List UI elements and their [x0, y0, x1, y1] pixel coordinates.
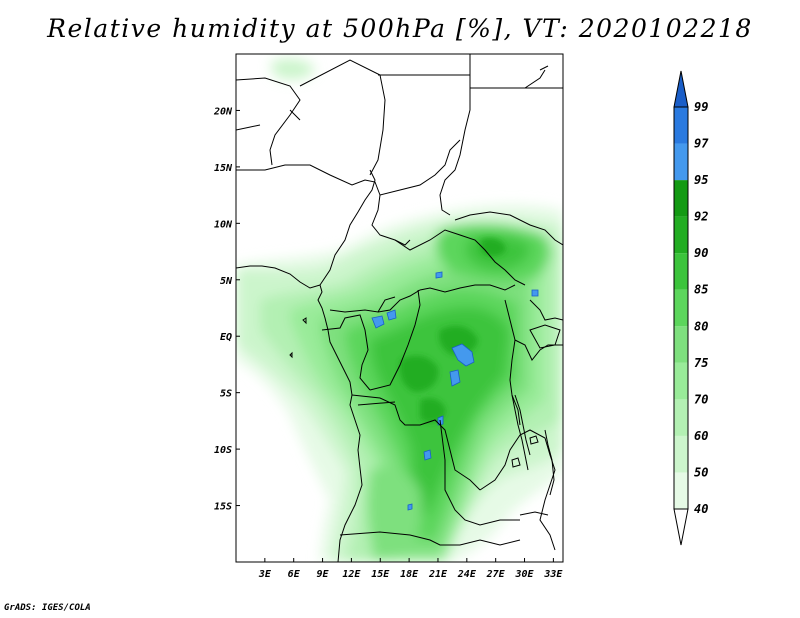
country-boundaries: [236, 54, 563, 562]
y-tick-label: 10N: [214, 219, 233, 230]
colorbar-segment: [674, 362, 688, 400]
colorbar-bottom-triangle: [673, 508, 689, 546]
colorbar-label: 90: [694, 246, 708, 260]
colorbar-label: 99: [694, 100, 708, 114]
y-tick-label: 15S: [214, 502, 232, 513]
car-border: [394, 229, 526, 286]
colorbar-segment: [674, 216, 688, 254]
libya-chad-border: [299, 59, 386, 176]
colorbar-segment: [674, 399, 688, 436]
west-africa-coastline: [236, 265, 363, 562]
colorbar-segment: [674, 435, 688, 473]
sudan-chad-border: [379, 139, 461, 196]
colorbar-segment: [674, 143, 688, 181]
colorbar-segment: [674, 472, 688, 509]
colorbar-label: 80: [694, 319, 708, 333]
colorbar-label: 40: [694, 502, 708, 516]
colorbar-label: 60: [694, 429, 708, 443]
colorbar-segment: [674, 253, 688, 290]
cameroon-border: [319, 169, 396, 313]
grads-credit: GrADS: IGES/COLA: [4, 603, 91, 613]
east-drc-lakes: [504, 299, 563, 426]
axis-ticks: 3E 6E 9E 12E 15E 18E 21E 24E 27E 30E 33E 20N 15N 10N 5…: [213, 106, 563, 580]
rh-40-north-blob: [271, 58, 315, 80]
chad-niger-border: [236, 164, 411, 246]
lake-tanganyika: [511, 394, 531, 471]
x-tick-label: 30E: [514, 569, 534, 580]
y-tick-label: 5S: [220, 389, 232, 400]
colorbar-segment: [674, 180, 688, 217]
zambia-border: [479, 429, 556, 551]
car-congo-border: [377, 284, 516, 313]
colorbar-label: 85: [694, 283, 708, 297]
south-sudan-border: [454, 211, 563, 246]
colorbar-label: 92: [694, 210, 708, 224]
colorbar-top-triangle: [673, 70, 689, 108]
colorbar-segment: [674, 289, 688, 327]
map-frame: [235, 53, 564, 563]
colorbar: 40 50 60 70 75 80 85 90 92 95 97 99: [673, 70, 709, 546]
x-tick-label: 9E: [317, 569, 330, 580]
colorbar-label: 97: [694, 137, 709, 151]
north-lines: [236, 109, 301, 131]
egypt-sudan-border: [378, 54, 563, 216]
x-tick-label: 21E: [428, 569, 448, 580]
x-tick-label: 12E: [342, 569, 361, 580]
algeria-niger-border: [236, 77, 301, 166]
y-tick-label: 15N: [214, 163, 233, 174]
x-tick-label: 15E: [371, 569, 390, 580]
colorbar-label: 70: [694, 392, 708, 406]
x-tick-label: 27E: [486, 569, 506, 580]
rh-97-cells: [371, 271, 539, 511]
y-tick-label: 10S: [214, 445, 232, 456]
x-tick-label: 6E: [288, 569, 301, 580]
red-sea-coast: [524, 65, 549, 89]
colorbar-label: 95: [694, 173, 708, 187]
lake-malawi: [544, 429, 555, 496]
y-tick-label: 5N: [220, 276, 233, 287]
x-tick-label: 18E: [400, 569, 419, 580]
lake-victoria: [529, 324, 561, 349]
map-title: Relative humidity at 500hPa [%], VT: 202…: [47, 14, 753, 43]
humidity-field: [236, 54, 563, 562]
congo-gabon-border: [321, 314, 371, 391]
drc-border: [351, 289, 481, 491]
x-tick-label: 33E: [543, 569, 563, 580]
colorbar-segment: [674, 107, 688, 144]
angola-border: [339, 401, 521, 546]
colorbar-label: 50: [694, 465, 708, 479]
x-tick-label: 24E: [457, 569, 477, 580]
y-tick-label: EQ: [220, 332, 232, 343]
x-tick-label: 3E: [258, 569, 272, 580]
zambezi: [519, 511, 549, 516]
colorbar-frame: [673, 106, 689, 510]
rh-92-cells: [399, 238, 506, 423]
gulf-guinea-islands: [289, 317, 307, 359]
colorbar-label: 75: [694, 356, 708, 370]
y-tick-label: 20N: [213, 106, 233, 117]
small-lakes: [511, 435, 539, 468]
rh-80-angola-region: [367, 466, 422, 560]
colorbar-segment: [674, 326, 688, 363]
